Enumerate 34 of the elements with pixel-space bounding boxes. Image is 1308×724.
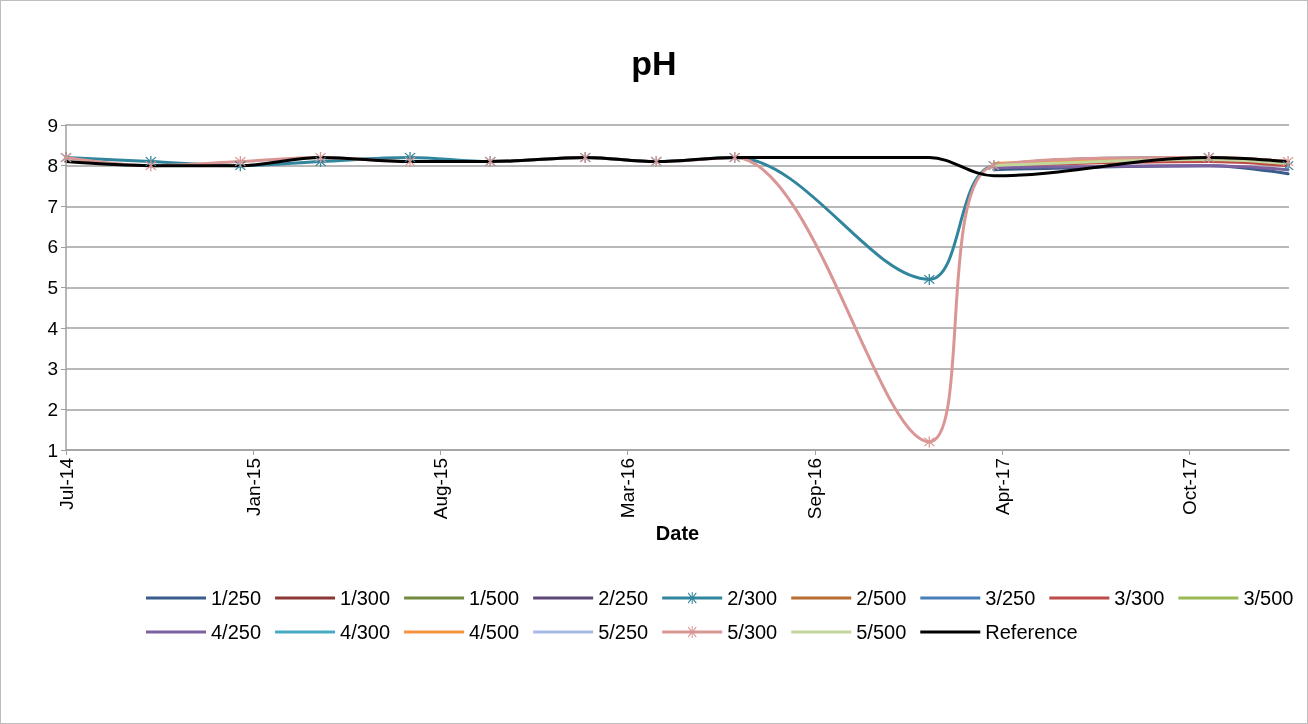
y-tick-label: 7 bbox=[47, 195, 58, 217]
x-tick-label: Mar-16 bbox=[617, 458, 639, 519]
legend-label: 2/250 bbox=[598, 587, 649, 609]
x-tick-label: Jan-15 bbox=[242, 458, 264, 517]
legend-label: 1/250 bbox=[211, 587, 262, 609]
legend-label: 1/500 bbox=[469, 587, 520, 609]
legend-label: 4/250 bbox=[211, 621, 262, 643]
x-tick-label: Apr-17 bbox=[991, 458, 1013, 516]
x-tick-label: Jul-14 bbox=[55, 457, 77, 510]
x-axis-title: Date bbox=[655, 522, 700, 545]
legend-label: 4/300 bbox=[340, 621, 391, 643]
y-tick-label: 4 bbox=[47, 317, 59, 339]
y-tick-label: 3 bbox=[47, 358, 58, 380]
chart-title: pH bbox=[631, 44, 677, 82]
legend-label: 5/250 bbox=[598, 621, 649, 643]
y-tick-label: 9 bbox=[47, 114, 58, 136]
legend-label: Reference bbox=[985, 621, 1078, 643]
x-tick-label: Oct-17 bbox=[1178, 458, 1200, 516]
legend-label: 3/500 bbox=[1243, 587, 1294, 609]
y-tick-label: 1 bbox=[47, 439, 58, 461]
legend-label: 1/300 bbox=[340, 587, 391, 609]
x-tick-label: Aug-15 bbox=[429, 458, 451, 520]
legend-label: 5/500 bbox=[856, 621, 907, 643]
legend-label: 4/500 bbox=[469, 621, 520, 643]
legend-label: 2/300 bbox=[727, 587, 778, 609]
y-tick-label: 6 bbox=[47, 236, 58, 258]
legend-label: 3/250 bbox=[985, 587, 1036, 609]
legend-label: 5/300 bbox=[727, 621, 778, 643]
y-tick-label: 8 bbox=[47, 155, 58, 177]
y-tick-label: 5 bbox=[47, 277, 58, 298]
legend-label: 3/300 bbox=[1114, 587, 1165, 609]
x-tick-label: Sep-16 bbox=[804, 458, 826, 520]
legend-label: 2/500 bbox=[856, 587, 907, 609]
y-tick-label: 2 bbox=[47, 398, 58, 420]
